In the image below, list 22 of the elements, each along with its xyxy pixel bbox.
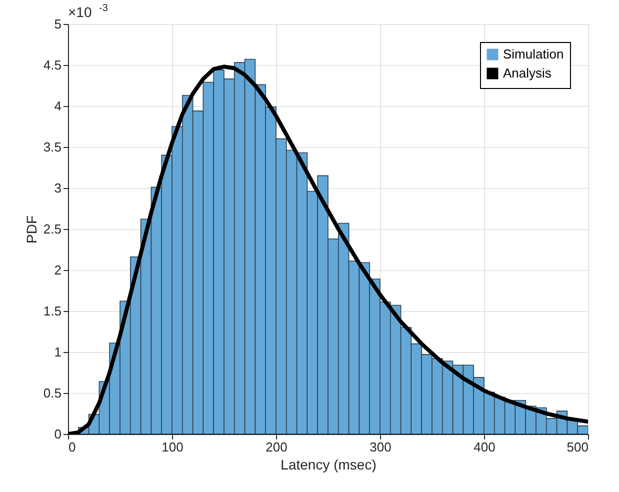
x-tick-label: 300 — [370, 440, 392, 454]
y-tick-label: 1 — [54, 344, 62, 360]
y-tick-label: 2.5 — [43, 222, 62, 236]
x-tick-label: 500 — [566, 440, 588, 454]
y-tick-label: 2 — [54, 262, 62, 278]
y-tick-label: 5 — [54, 16, 62, 32]
y-tick-label: 4 — [54, 98, 62, 114]
x-tick-label: 0 — [68, 440, 76, 454]
x-tick-label: 200 — [266, 440, 288, 454]
x-tick-label: 100 — [162, 440, 184, 454]
x-tick-label: 400 — [474, 440, 496, 454]
y-tick-label: 4.5 — [43, 58, 62, 72]
x-axis-title: Latency (msec) — [280, 456, 376, 472]
y-tick-label: 0 — [54, 426, 62, 442]
legend-label: Simulation — [503, 46, 564, 62]
y-tick-label: 1.5 — [43, 304, 62, 318]
text: ×10-3 — [68, 3, 108, 20]
y-axis-title: PDF — [23, 216, 40, 244]
legend-label: Analysis — [503, 66, 552, 80]
y-tick-label: 3.5 — [43, 140, 62, 154]
y-tick-label: 3 — [54, 180, 62, 196]
y-tick-label: 0.5 — [43, 386, 62, 400]
